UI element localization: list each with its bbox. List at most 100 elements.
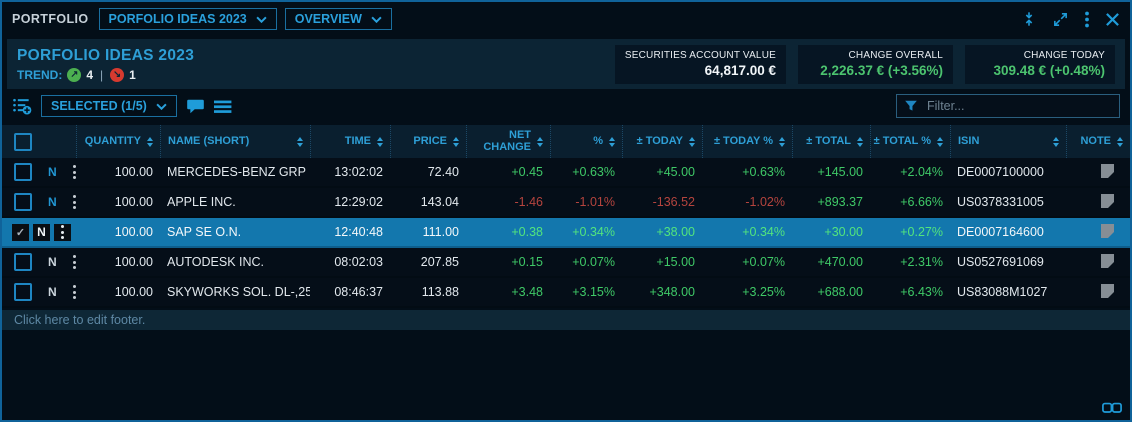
cell-net-change: -1.46: [514, 195, 544, 209]
row-menu-icon[interactable]: [72, 255, 76, 269]
cell-note[interactable]: [1066, 193, 1130, 211]
app-label: PORTFOLIO: [12, 12, 89, 26]
column-header-label: NET CHANGE: [483, 128, 531, 153]
sort-icon: [857, 136, 863, 147]
stat-value: 309.48 € (+0.48%): [993, 62, 1105, 78]
portfolio-selector-dropdown[interactable]: PORFOLIO IDEAS 2023: [98, 8, 277, 30]
stat-label: CHANGE TODAY: [1023, 49, 1105, 61]
cell-isin: DE0007164600: [957, 225, 1044, 239]
cell-name: APPLE INC.: [167, 195, 236, 209]
trend-up-icon: ↗: [67, 67, 82, 82]
row-checkbox[interactable]: [14, 163, 32, 181]
cell-total: +688.00: [817, 285, 863, 299]
column-header-note[interactable]: NOTE: [1066, 125, 1130, 158]
view-selector-dropdown[interactable]: OVERVIEW: [284, 8, 392, 30]
row-menu-icon[interactable]: [72, 285, 76, 299]
row-menu-icon[interactable]: [54, 223, 71, 241]
collapse-vertical-icon[interactable]: [1021, 11, 1037, 27]
column-header-label: ± TODAY %: [713, 134, 773, 147]
column-header-price[interactable]: PRICE: [390, 125, 466, 158]
cell-total-pct: +6.66%: [900, 195, 943, 209]
row-select-area: N: [2, 253, 102, 271]
sort-icon: [453, 136, 459, 147]
row-checkbox-checked[interactable]: ✓: [12, 223, 29, 241]
row-checkbox[interactable]: [14, 193, 32, 211]
table-row[interactable]: N 100.00 MERCEDES-BENZ GRP … 13:02:02 72.40 +…: [2, 158, 1130, 188]
cell-quantity: 100.00: [114, 255, 153, 269]
sort-icon: [147, 136, 153, 147]
filter-input[interactable]: [925, 98, 1112, 114]
cell-total: +145.00: [817, 165, 863, 179]
table-row[interactable]: N 100.00 AUTODESK INC. 08:02:03 207.85 +0.15 +…: [2, 248, 1130, 278]
column-header-net-change[interactable]: NET CHANGE: [466, 125, 550, 158]
column-header-label: QUANTITY: [84, 134, 141, 147]
cell-price: 72.40: [427, 165, 459, 179]
cell-note[interactable]: [1066, 283, 1130, 301]
trend-summary: TREND: ↗ 4 | ↘ 1: [17, 67, 194, 82]
cell-isin: US83088M1027: [957, 285, 1048, 299]
sort-icon: [1053, 136, 1059, 147]
column-header-[interactable]: %: [550, 125, 622, 158]
portfolio-header-panel: PORFOLIO IDEAS 2023 TREND: ↗ 4 | ↘ 1 SEC…: [7, 39, 1125, 89]
add-to-list-icon[interactable]: [12, 96, 32, 116]
note-icon[interactable]: [1101, 163, 1114, 178]
cell-note[interactable]: [1066, 223, 1130, 241]
cell-quantity: 100.00: [114, 285, 153, 299]
cell-total-pct: +2.31%: [900, 255, 943, 269]
portfolio-selector-label: PORFOLIO IDEAS 2023: [108, 12, 247, 26]
column-header-select[interactable]: [2, 125, 76, 158]
column-header-name-short[interactable]: NAME (SHORT): [160, 125, 310, 158]
cell-note[interactable]: [1066, 253, 1130, 271]
note-icon[interactable]: [1101, 193, 1114, 208]
column-header-isin[interactable]: ISIN: [950, 125, 1066, 158]
stat-label: SECURITIES ACCOUNT VALUE: [624, 49, 776, 61]
row-checkbox[interactable]: [14, 253, 32, 271]
note-icon[interactable]: [1101, 223, 1114, 238]
table-row[interactable]: N 100.00 APPLE INC. 12:29:02 143.04 -1.46 -1.0…: [2, 188, 1130, 218]
footer-edit-hint[interactable]: Click here to edit footer.: [2, 310, 1130, 330]
column-header-label: ISIN: [958, 134, 980, 147]
selected-rows-dropdown[interactable]: SELECTED (1/5): [41, 95, 177, 117]
filter-box: [896, 94, 1120, 118]
expand-icon[interactable]: [1052, 11, 1069, 28]
column-header-total[interactable]: ± TOTAL %: [870, 125, 950, 158]
cell-pct: -1.01%: [575, 195, 615, 209]
cell-price: 111.00: [422, 225, 459, 239]
table-header-row: QUANTITY NAME (SHORT) TIME PRICE NET CHANGE%…: [2, 125, 1130, 158]
note-icon[interactable]: [1101, 253, 1114, 268]
cell-name: SAP SE O.N.: [167, 225, 242, 239]
table-row[interactable]: N 100.00 SKYWORKS SOL. DL-,25 08:46:37 113.8…: [2, 278, 1130, 308]
cell-time: 08:46:37: [334, 285, 383, 299]
trend-up-count: 4: [86, 67, 94, 82]
row-checkbox[interactable]: [14, 283, 32, 301]
column-header-label: PRICE: [413, 134, 447, 147]
cell-today-pct: +0.34%: [742, 225, 785, 239]
column-header-label: ± TOTAL %: [873, 134, 931, 147]
account-stats: SECURITIES ACCOUNT VALUE 64,817.00 € CHA…: [614, 44, 1115, 84]
select-all-checkbox[interactable]: [14, 132, 32, 151]
column-header-quantity[interactable]: QUANTITY: [76, 125, 160, 158]
empty-area: [2, 330, 1130, 420]
cell-total: +470.00: [817, 255, 863, 269]
cell-today-pct: +0.07%: [742, 255, 785, 269]
column-header-today[interactable]: ± TODAY: [622, 125, 702, 158]
cell-price: 113.88: [421, 285, 459, 299]
row-flag-chip: N: [33, 223, 50, 241]
comment-bubble-icon[interactable]: [186, 97, 205, 116]
column-header-time[interactable]: TIME: [310, 125, 390, 158]
link-icon[interactable]: [1102, 402, 1122, 414]
kebab-menu-icon[interactable]: [1084, 11, 1090, 28]
cell-today: +348.00: [649, 285, 695, 299]
hamburger-menu-icon[interactable]: [213, 97, 233, 116]
cell-today-pct: -1.02%: [745, 195, 785, 209]
cell-note[interactable]: [1066, 163, 1130, 181]
cell-pct: +0.63%: [572, 165, 615, 179]
column-header-total[interactable]: ± TOTAL: [792, 125, 870, 158]
note-icon[interactable]: [1101, 283, 1114, 298]
row-menu-icon[interactable]: [72, 165, 76, 179]
table-row[interactable]: ✓ N 100.00 SAP SE O.N. 12:40:48 111.00 +0.38 +0…: [2, 218, 1130, 248]
close-icon[interactable]: [1105, 12, 1120, 27]
row-menu-icon[interactable]: [72, 195, 76, 209]
stat-value: 64,817.00 €: [704, 62, 776, 78]
column-header-today[interactable]: ± TODAY %: [702, 125, 792, 158]
